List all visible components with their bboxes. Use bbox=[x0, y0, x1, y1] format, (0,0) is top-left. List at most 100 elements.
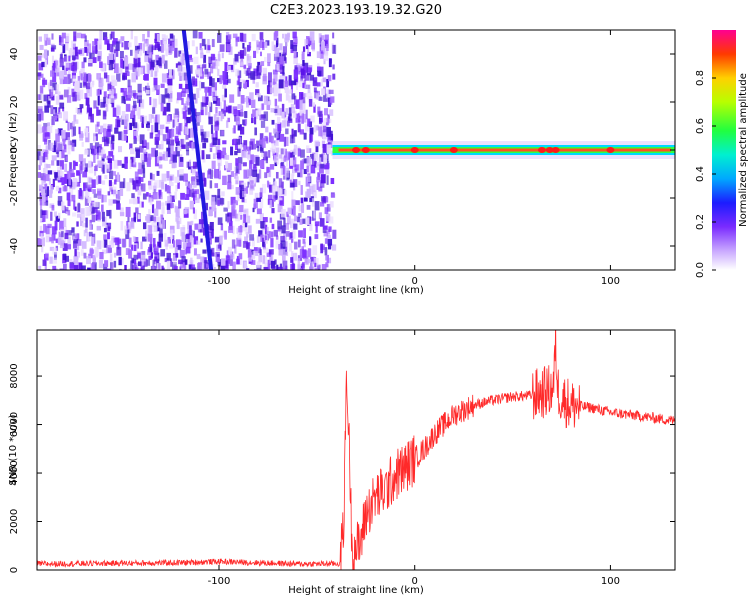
spectrogram-noise-cell bbox=[281, 181, 284, 189]
spectrogram-noise-cell bbox=[50, 211, 53, 221]
spectrogram-noise-cell bbox=[270, 135, 274, 144]
spectrogram-noise-cell bbox=[284, 136, 289, 147]
spectrogram-noise-cell bbox=[217, 32, 222, 43]
spectrogram-noise-cell bbox=[185, 237, 189, 243]
spectrogram-noise-cell bbox=[283, 136, 287, 147]
spectrogram-noise-cell bbox=[48, 189, 53, 198]
spectrogram-noise-cell bbox=[269, 147, 273, 153]
spectrogram-noise-cell bbox=[41, 192, 46, 202]
spectrogram-noise-cell bbox=[95, 164, 98, 172]
spectrogram-noise-cell bbox=[130, 158, 135, 167]
spectrogram-noise-cell bbox=[258, 247, 262, 254]
spectrogram-noise-cell bbox=[142, 43, 146, 54]
spectrogram-noise-cell bbox=[108, 151, 114, 157]
spectrogram-noise-cell bbox=[208, 232, 212, 241]
spectrogram-noise-cell bbox=[215, 106, 218, 116]
spectrogram-noise-cell bbox=[158, 46, 162, 52]
spectrogram-noise-cell bbox=[76, 213, 82, 218]
spectrogram-noise-cell bbox=[38, 164, 41, 170]
spectrogram-noise-cell bbox=[254, 192, 259, 200]
spectrogram-noise-cell bbox=[212, 153, 216, 160]
spectrogram-noise-cell bbox=[279, 43, 283, 51]
spectrogram-noise-cell bbox=[310, 164, 316, 174]
spectrogram-noise-cell bbox=[326, 228, 331, 235]
spectrogram-noise-cell bbox=[130, 110, 136, 119]
spectrogram-noise-cell bbox=[166, 185, 171, 194]
spectrogram-noise-cell bbox=[242, 190, 247, 198]
spectrogram-noise-cell bbox=[284, 86, 290, 94]
spectrogram-noise-cell bbox=[232, 33, 238, 39]
spectrogram-noise-cell bbox=[101, 180, 106, 185]
spectrogram-noise-cell bbox=[217, 199, 220, 207]
spectrogram-noise-cell bbox=[204, 90, 208, 97]
spectrogram-noise-cell bbox=[133, 100, 137, 109]
spectrogram-noise-cell bbox=[104, 36, 108, 45]
spectrogram-noise-cell bbox=[161, 265, 164, 270]
spectrogram-noise-cell bbox=[47, 126, 53, 134]
spectrogram-noise-cell bbox=[272, 192, 276, 203]
spectrogram-noise-cell bbox=[149, 237, 153, 247]
spectrogram-noise-cell bbox=[188, 264, 193, 270]
spectrogram-noise-cell bbox=[87, 235, 91, 242]
spectrogram-noise-cell bbox=[290, 173, 293, 184]
spectrogram-noise-cell bbox=[154, 122, 159, 133]
spectrogram-noise-cell bbox=[154, 246, 159, 251]
spectrogram-noise-cell bbox=[75, 46, 78, 57]
spectrogram-noise-cell bbox=[300, 93, 306, 104]
spectrogram-noise-cell bbox=[158, 217, 162, 228]
spectrogram-noise-cell bbox=[227, 65, 231, 71]
spectrogram-noise-cell bbox=[214, 125, 220, 131]
spectrogram-noise-cell bbox=[103, 234, 107, 240]
spectrogram-noise-cell bbox=[250, 154, 254, 165]
spectrogram-noise-cell bbox=[66, 171, 70, 180]
spectrogram-noise-cell bbox=[283, 217, 286, 227]
spectrogram-noise-cell bbox=[292, 151, 295, 161]
spectrogram-noise-cell bbox=[123, 87, 128, 97]
spectrogram-noise-cell bbox=[139, 49, 143, 56]
spectrogram-noise-cell bbox=[53, 257, 57, 264]
spectrogram-noise-cell bbox=[217, 77, 222, 83]
spectrogram-noise-cell bbox=[182, 242, 187, 250]
spectrogram-noise-cell bbox=[191, 264, 195, 270]
spectrogram-noise-cell bbox=[149, 198, 153, 205]
spectrogram-noise-cell bbox=[271, 208, 275, 214]
spectrogram-noise-cell bbox=[39, 184, 43, 189]
spectrogram-noise-cell bbox=[260, 61, 265, 66]
spectrogram-noise-cell bbox=[118, 131, 123, 141]
spectrogram-noise-cell bbox=[154, 71, 157, 77]
spectrogram-noise-cell bbox=[127, 223, 131, 229]
spectrogram-noise-cell bbox=[276, 52, 282, 63]
spectrogram-noise-cell bbox=[146, 192, 149, 197]
spectrogram-noise-cell bbox=[278, 79, 284, 89]
spectrogram-noise-cell bbox=[79, 89, 84, 99]
spectrogram-noise-cell bbox=[71, 142, 75, 152]
spectrogram-noise-cell bbox=[56, 160, 60, 166]
spectrogram-noise-cell bbox=[138, 43, 143, 51]
spectrogram-noise-cell bbox=[169, 33, 174, 39]
spectrogram-noise-cell bbox=[97, 95, 100, 106]
spectrogram-noise-cell bbox=[297, 258, 301, 266]
spectrogram-noise-cell bbox=[215, 113, 220, 123]
spectrogram-noise-cell bbox=[260, 221, 265, 229]
colorbar-ticks: 0.00.20.40.60.8 bbox=[695, 70, 716, 278]
spectrogram-noise-cell bbox=[130, 148, 135, 155]
spectrogram-noise-cell bbox=[145, 230, 148, 239]
spectrogram-noise-cell bbox=[91, 145, 97, 156]
spectrogram-noise-cell bbox=[110, 31, 115, 39]
spectrogram-noise-cell bbox=[37, 124, 42, 134]
spectrogram-noise-cell bbox=[118, 68, 123, 75]
spectrogram-noise-cell bbox=[221, 191, 225, 197]
spectrogram-noise-cell bbox=[112, 155, 115, 161]
spectrogram-noise-cell bbox=[273, 32, 278, 41]
spectrogram-noise-cell bbox=[314, 125, 319, 131]
spectrogram-noise-cell bbox=[175, 146, 180, 157]
spectrogram-noise-cell bbox=[227, 201, 230, 209]
spectrogram-noise-cell bbox=[309, 134, 312, 143]
spectrogram-noise-cell bbox=[268, 150, 271, 158]
spectrogram-noise-cell bbox=[146, 44, 152, 54]
spectrogram-noise-cell bbox=[154, 256, 158, 262]
colorbar-tick-label: 0.2 bbox=[695, 214, 706, 230]
spectrogram-noise-cell bbox=[332, 64, 335, 70]
spectrogram-noise-cell bbox=[159, 179, 164, 188]
spectrogram-noise-cell bbox=[244, 198, 247, 204]
